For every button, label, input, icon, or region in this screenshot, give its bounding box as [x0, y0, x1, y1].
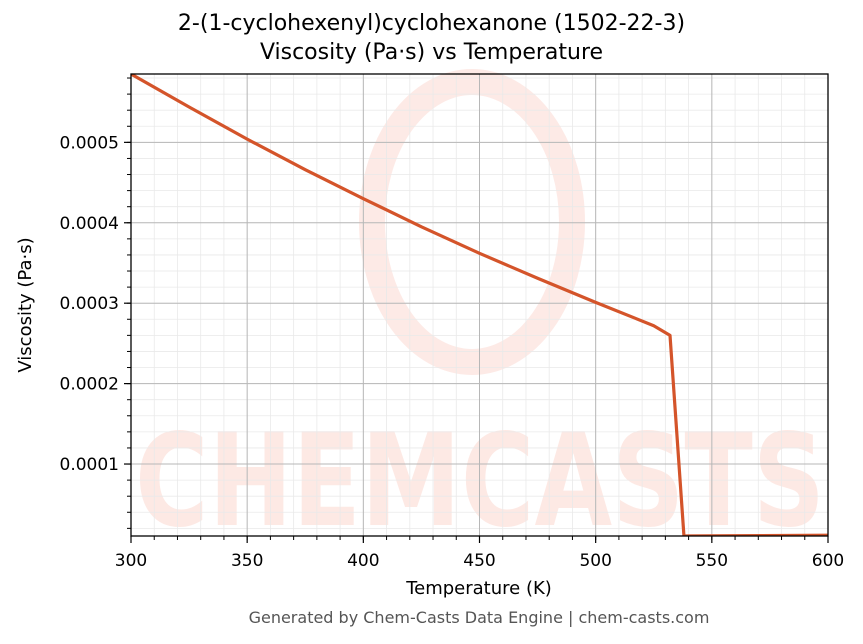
footer-credit: Generated by Chem-Casts Data Engine | ch…	[248, 608, 710, 627]
axis-ticks	[124, 77, 829, 543]
x-tick-label: 350	[231, 551, 263, 571]
x-axis-label: Temperature (K)	[405, 578, 552, 599]
y-tick-label: 0.0003	[60, 294, 119, 314]
x-tick-label: 600	[812, 551, 844, 571]
y-tick-label: 0.0004	[60, 214, 119, 234]
x-tick-label: 500	[579, 551, 611, 571]
y-axis-label: Viscosity (Pa·s)	[15, 237, 36, 372]
chart-title: 2-(1-cyclohexenyl)cyclohexanone (1502-22…	[177, 11, 686, 36]
x-tick-label: 450	[463, 551, 495, 571]
x-tick-label: 550	[696, 551, 728, 571]
viscosity-series-line	[131, 74, 828, 536]
series-layer	[131, 74, 828, 536]
y-tick-label: 0.0002	[60, 375, 119, 395]
watermark-ring	[359, 69, 585, 375]
tick-labels: 300 350 400 450 500 550 600 0.0001 0.0002 0.0003 0…	[60, 133, 845, 571]
y-tick-label: 0.0005	[60, 133, 119, 153]
x-tick-label: 300	[115, 551, 147, 571]
y-tick-label: 0.0001	[60, 455, 119, 475]
x-tick-label: 400	[347, 551, 379, 571]
chart-subtitle: Viscosity (Pa·s) vs Temperature	[259, 40, 604, 65]
